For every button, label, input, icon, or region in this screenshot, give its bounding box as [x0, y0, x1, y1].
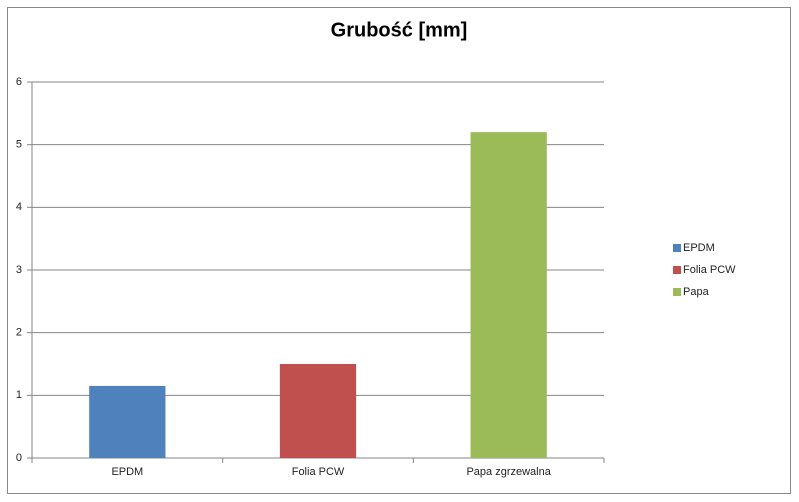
bar: [279, 364, 357, 458]
legend-swatch: [673, 244, 681, 252]
y-tick-label: 2: [16, 327, 22, 339]
legend-label: Folia PCW: [683, 264, 736, 276]
bar: [89, 385, 166, 458]
y-tick-label: 6: [16, 76, 22, 88]
y-tick-label: 4: [16, 201, 22, 213]
y-tick-label: 3: [16, 264, 22, 276]
legend-swatch: [673, 266, 681, 274]
bar: [470, 132, 547, 458]
chart-title: Grubość [mm]: [331, 19, 468, 41]
legend-label: EPDM: [683, 242, 715, 254]
legend-swatch: [673, 288, 681, 296]
y-tick-label: 5: [16, 139, 22, 151]
y-tick-label: 1: [16, 389, 22, 401]
x-tick-label: Folia PCW: [292, 466, 345, 478]
x-tick-label: Papa zgrzewalna: [466, 466, 551, 478]
legend-label: Papa: [683, 286, 710, 298]
x-tick-label: EPDM: [111, 466, 143, 478]
y-tick-label: 0: [16, 452, 22, 464]
